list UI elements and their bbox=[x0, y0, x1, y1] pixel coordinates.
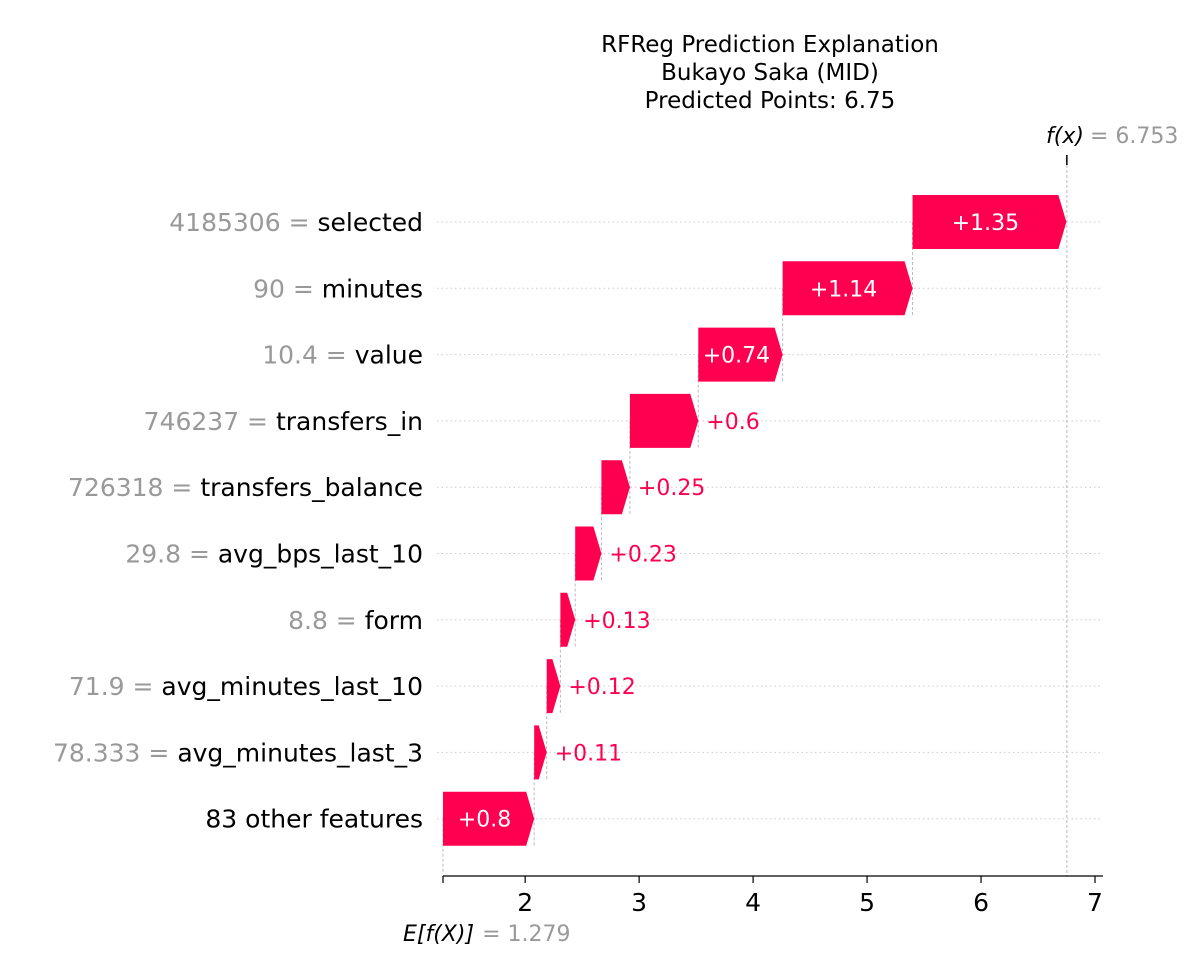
feature-label: 78.333 = avg_minutes_last_3 bbox=[53, 738, 423, 767]
feature-label: 90 = minutes bbox=[253, 274, 423, 303]
feature-label: 71.9 = avg_minutes_last_10 bbox=[69, 672, 423, 701]
contribution-label: +0.25 bbox=[638, 476, 705, 501]
contribution-label: +0.23 bbox=[609, 543, 676, 568]
feature-label: 83 other features bbox=[205, 805, 423, 834]
feature-label: 746237 = transfers_in bbox=[144, 407, 423, 436]
contribution-label: +0.13 bbox=[583, 609, 650, 634]
contribution-bar bbox=[546, 659, 561, 714]
x-tick-label: 4 bbox=[745, 888, 761, 917]
contribution-label: +0.11 bbox=[555, 741, 622, 766]
feature-label: 8.8 = form bbox=[288, 606, 423, 635]
x-tick-label: 3 bbox=[631, 888, 647, 917]
contribution-bar bbox=[782, 261, 913, 316]
contribution-bar bbox=[912, 195, 1067, 249]
x-tick-label: 7 bbox=[1087, 888, 1103, 917]
contribution-bar bbox=[443, 791, 535, 846]
contribution-bar bbox=[698, 327, 783, 382]
contribution-bar bbox=[601, 460, 630, 515]
feature-label: 726318 = transfers_balance bbox=[68, 473, 423, 502]
contribution-label: +0.6 bbox=[706, 410, 759, 435]
contribution-bar bbox=[534, 725, 547, 780]
chart-title-line-2: Bukayo Saka (MID) bbox=[661, 60, 879, 86]
x-tick-label: 6 bbox=[973, 888, 989, 917]
contribution-bar bbox=[560, 592, 576, 647]
contribution-bar bbox=[575, 526, 602, 581]
contribution-label: +1.35 bbox=[952, 211, 1019, 236]
base-value-annotation: E[f(X)] = 1.279 bbox=[403, 922, 570, 947]
contribution-label: +0.74 bbox=[703, 344, 770, 369]
chart-title-line-3: Predicted Points: 6.75 bbox=[644, 88, 896, 114]
contribution-label: +0.8 bbox=[458, 808, 511, 833]
x-tick-label: 5 bbox=[859, 888, 875, 917]
chart-title-line-1: RFReg Prediction Explanation bbox=[601, 32, 939, 58]
feature-label: 29.8 = avg_bps_last_10 bbox=[125, 540, 423, 569]
feature-label: 10.4 = value bbox=[262, 341, 423, 370]
feature-label: 4185306 = selected bbox=[169, 208, 423, 237]
contribution-label: +1.14 bbox=[810, 277, 877, 302]
contribution-label: +0.12 bbox=[568, 675, 635, 700]
contribution-bar bbox=[629, 393, 699, 448]
final-value-annotation: f(x) = 6.753 bbox=[1046, 124, 1178, 149]
x-tick-label: 2 bbox=[517, 888, 533, 917]
